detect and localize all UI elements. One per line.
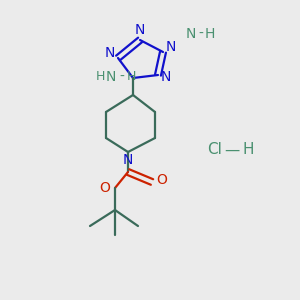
Text: N: N [105,46,115,60]
Text: O: O [100,181,110,195]
Text: N: N [186,27,196,41]
Text: Cl: Cl [208,142,222,158]
Text: -: - [199,27,203,41]
Text: H: H [126,70,136,83]
Text: N: N [123,153,133,167]
Text: -: - [120,70,124,84]
Text: N: N [166,40,176,54]
Text: N: N [161,70,171,84]
Text: H: H [95,70,105,83]
Text: —: — [224,142,240,158]
Text: O: O [157,173,167,187]
Text: H: H [242,142,254,158]
Text: N: N [135,23,145,37]
Text: H: H [205,27,215,41]
Text: N: N [106,70,116,84]
